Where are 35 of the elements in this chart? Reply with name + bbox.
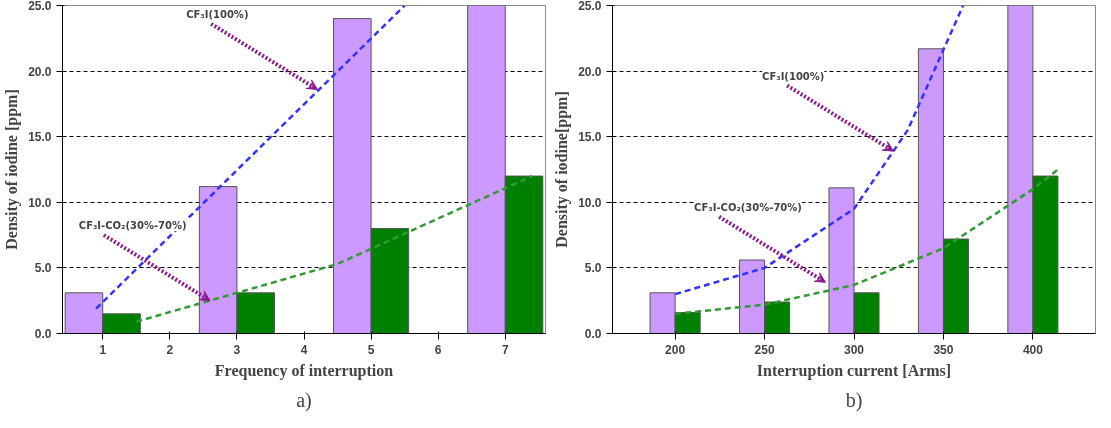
y-tick-label: 10.0 xyxy=(28,195,52,210)
x-tick-label: 3 xyxy=(233,342,241,357)
x-tick-label: 7 xyxy=(501,342,509,357)
text: b) xyxy=(845,388,863,412)
line-series xyxy=(673,5,965,296)
x-tick-label: 1 xyxy=(99,342,107,357)
x-tick-label: 400 xyxy=(1022,342,1044,357)
x-tick-label: 300 xyxy=(843,342,865,357)
annotation: CF₃I-CO₂(30%-70%) xyxy=(694,201,802,213)
annotation: CF₃I(100%) xyxy=(762,70,825,82)
x-tick-label: 6 xyxy=(434,342,442,357)
text: a) xyxy=(296,388,312,412)
y-tick-label: 5.0 xyxy=(34,261,52,276)
x-tick-label: 5 xyxy=(367,342,375,357)
annotation: CF₃I(100%) xyxy=(186,8,249,20)
x-tick-label: 2 xyxy=(166,342,174,357)
x-axis-title: Interruption current [Arms] xyxy=(756,361,952,380)
y-tick-label: 0.0 xyxy=(34,327,52,341)
x-tick-label: 350 xyxy=(933,342,954,357)
y-tick-label: 20.0 xyxy=(578,64,602,79)
y-tick-label: 10.0 xyxy=(578,195,602,210)
x-tick-label: 250 xyxy=(754,342,775,357)
y-tick-label: 5.0 xyxy=(584,261,602,276)
y-tick-label: 25.0 xyxy=(578,0,602,13)
y-tick-label: 15.0 xyxy=(578,130,602,145)
annotation: CF₃I-CO₂(30%-70%) xyxy=(78,220,187,232)
y-tick-label: 25.0 xyxy=(28,0,52,13)
y-axis-title: Density of iodine [ppm] xyxy=(3,89,22,250)
y-axis-title: Density of iodine[ppm] xyxy=(553,91,572,248)
x-axis-title: Frequency of interruption xyxy=(214,361,394,380)
x-tick-label: 200 xyxy=(665,342,686,357)
x-tick-label: 4 xyxy=(300,342,308,357)
y-tick-label: 0.0 xyxy=(584,327,602,341)
y-tick-label: 15.0 xyxy=(28,130,52,145)
y-tick-label: 20.0 xyxy=(28,64,52,79)
